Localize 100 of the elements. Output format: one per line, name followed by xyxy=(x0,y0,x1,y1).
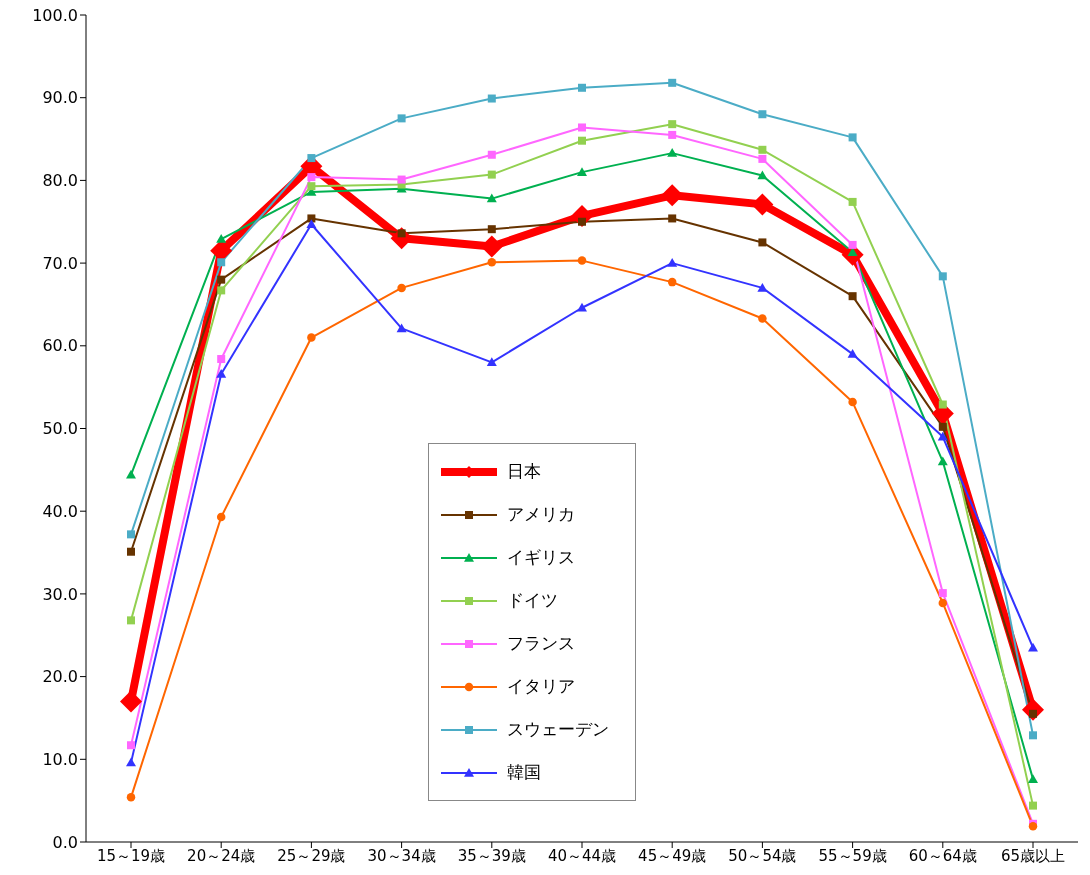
point xyxy=(578,83,586,92)
point xyxy=(127,741,135,750)
point xyxy=(216,234,227,243)
y-tick-label: 80.0 xyxy=(42,171,78,191)
point xyxy=(758,154,767,163)
y-tick-label: 90.0 xyxy=(42,88,78,108)
point xyxy=(661,184,684,207)
point xyxy=(667,277,677,287)
point xyxy=(486,193,497,203)
point xyxy=(487,170,496,179)
x-tick-label: 55～59歳 xyxy=(818,846,887,865)
y-tick-label: 100.0 xyxy=(32,5,78,25)
point xyxy=(307,333,316,342)
point xyxy=(396,323,407,333)
point xyxy=(397,229,406,238)
point xyxy=(307,182,316,191)
point xyxy=(938,598,948,608)
point xyxy=(848,240,857,249)
point xyxy=(758,145,767,154)
point xyxy=(480,235,503,258)
legend-label: フランス xyxy=(507,632,575,655)
point xyxy=(937,431,948,441)
point xyxy=(577,256,587,265)
point xyxy=(216,368,227,378)
x-tick-label: 35～39歳 xyxy=(457,846,526,865)
x-tick-label: 45～49歳 xyxy=(638,846,707,865)
point xyxy=(757,170,768,180)
point xyxy=(217,355,226,364)
point xyxy=(847,349,858,358)
point xyxy=(1029,731,1037,740)
point xyxy=(577,302,587,312)
x-tick-label: 25～29歳 xyxy=(277,846,346,865)
point xyxy=(217,258,226,267)
point xyxy=(667,148,678,157)
point xyxy=(758,110,767,119)
point xyxy=(307,173,316,182)
point xyxy=(758,314,767,323)
point xyxy=(487,258,497,267)
x-tick-label: 60～64歳 xyxy=(908,846,977,865)
point xyxy=(306,219,317,228)
legend-label: 日本 xyxy=(507,460,541,483)
point xyxy=(307,214,316,223)
legend-label: イタリア xyxy=(507,675,575,698)
point xyxy=(127,616,135,625)
point xyxy=(577,167,587,176)
y-tick-label: 0.0 xyxy=(52,832,78,852)
point xyxy=(667,258,678,267)
point xyxy=(397,283,406,293)
point xyxy=(578,123,586,132)
y-tick-label: 50.0 xyxy=(42,419,78,439)
x-tick-label: 65歳以上 xyxy=(1000,846,1066,865)
legend-label: スウェーデン xyxy=(507,718,609,741)
point xyxy=(217,286,226,295)
x-tick-label: 20～24歳 xyxy=(187,846,256,865)
point xyxy=(938,422,947,431)
point xyxy=(487,94,496,103)
point xyxy=(486,357,497,367)
y-tick-label: 70.0 xyxy=(42,253,78,273)
point xyxy=(126,757,136,767)
point xyxy=(578,136,586,145)
y-tick-label: 30.0 xyxy=(42,584,78,604)
legend-label: イギリス xyxy=(507,546,575,569)
point xyxy=(758,238,767,247)
legend-label: アメリカ xyxy=(507,503,575,526)
point xyxy=(120,690,142,713)
point xyxy=(668,214,677,223)
point xyxy=(126,469,136,479)
x-tick-label: 40～44歳 xyxy=(547,846,617,865)
x-tick-label: 15～19歳 xyxy=(96,846,166,865)
point xyxy=(487,150,496,159)
point xyxy=(848,292,857,301)
y-tick-label: 10.0 xyxy=(42,749,78,769)
point xyxy=(938,589,947,598)
point xyxy=(938,272,947,281)
y-tick-label: 20.0 xyxy=(42,667,78,687)
point xyxy=(127,530,135,539)
point xyxy=(487,225,496,234)
point xyxy=(668,130,677,139)
point xyxy=(937,456,948,466)
point xyxy=(668,78,677,87)
point xyxy=(216,512,226,522)
legend-label: ドイツ xyxy=(507,589,558,612)
point xyxy=(757,282,768,292)
point xyxy=(578,217,586,226)
point xyxy=(848,197,857,206)
point xyxy=(751,193,774,216)
point xyxy=(217,275,226,284)
point xyxy=(1029,801,1037,810)
legend-label: 韓国 xyxy=(507,761,541,784)
point xyxy=(668,120,677,129)
point xyxy=(848,133,857,142)
x-tick-label: 30～34歳 xyxy=(367,846,436,865)
point xyxy=(127,547,135,556)
point xyxy=(126,793,136,802)
y-tick-label: 40.0 xyxy=(42,501,78,521)
point xyxy=(397,114,406,123)
point xyxy=(1028,774,1038,783)
point xyxy=(397,175,406,184)
y-tick-label: 60.0 xyxy=(42,336,78,356)
point xyxy=(307,154,316,163)
